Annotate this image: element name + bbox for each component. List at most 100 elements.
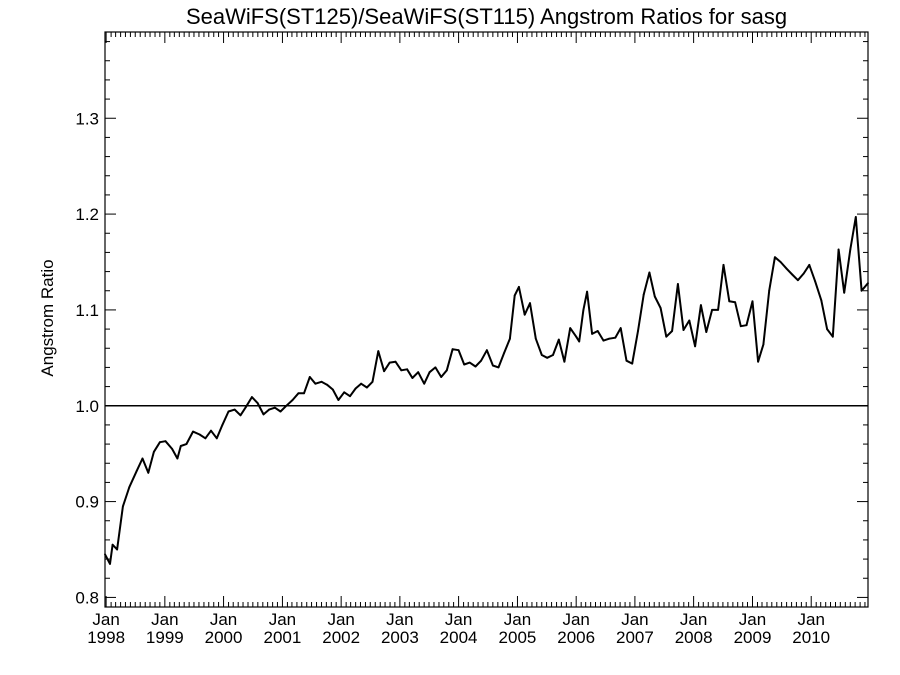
data-point [388,361,391,364]
data-point [440,376,443,378]
data-point [751,300,754,303]
data-point [694,345,696,348]
data-point [274,406,276,409]
x-tick-label-year: 2001 [264,628,302,647]
data-point [308,376,311,378]
data-point [705,331,708,333]
x-tick-label-month: Jan [151,610,178,629]
data-point [653,295,656,298]
data-point [406,368,408,371]
x-tick-label-month: Jan [621,610,648,629]
x-tick-label-year: 2000 [205,628,243,647]
data-point [677,283,679,285]
data-point [728,300,731,303]
data-point [774,256,776,259]
data-point [116,548,118,551]
data-point [176,457,179,460]
data-point [331,388,334,391]
data-point [179,445,182,447]
data-point [428,371,431,374]
x-tick-label-month: Jan [92,610,119,629]
data-point [837,248,840,251]
data-point [314,382,317,385]
data-point [513,294,516,297]
data-point [534,337,537,340]
data-point [411,377,414,379]
x-tick-label-month: Jan [269,610,296,629]
data-point [104,553,106,556]
data-point [366,386,368,389]
x-axis-ticks: Jan1998Jan1999Jan2000Jan2001Jan2002Jan20… [87,32,866,647]
data-point [849,248,852,251]
data-point [192,430,194,433]
data-point [575,335,578,338]
data-point [377,350,380,352]
data-point [688,319,691,322]
x-tick-label-year: 2004 [440,628,478,647]
data-point [171,448,174,450]
data-point [602,339,605,342]
data-point [497,366,500,369]
data-point [578,340,581,343]
data-point [303,392,305,395]
data-point [445,369,448,372]
x-tick-label-year: 2005 [499,628,537,647]
data-point [797,279,799,282]
data-point [354,387,357,390]
data-point [349,395,351,398]
data-point [268,408,270,411]
x-tick-label-month: Jan [739,610,766,629]
data-point [185,443,188,445]
data-point [625,359,628,362]
data-point [297,392,300,395]
data-point [860,289,863,292]
data-point [523,313,526,316]
data-point [245,405,248,408]
data-point [854,216,857,218]
x-tick-label-year: 2010 [792,628,830,647]
data-point [164,440,167,443]
data-point [586,290,588,293]
data-point [722,264,725,266]
data-point [552,354,554,356]
x-tick-label-month: Jan [798,610,825,629]
data-point [451,348,454,351]
y-tick-label: 1.3 [75,109,99,128]
x-tick-label-month: Jan [327,610,354,629]
chart-title: SeaWiFS(ST125)/SeaWiFS(ST115) Angstrom R… [185,4,788,29]
data-point [791,273,794,276]
data-point [463,363,466,366]
data-point [326,383,328,386]
data-point [745,324,748,327]
y-tick-label: 0.8 [75,588,99,607]
data-point [802,272,805,275]
x-tick-label-year: 2008 [675,628,713,647]
data-point [343,391,346,394]
data-point [808,264,811,266]
series-points [104,216,869,565]
data-point [239,414,242,417]
data-point [762,343,765,346]
data-point [682,329,685,331]
x-tick-label-year: 2002 [322,628,360,647]
data-point [569,327,572,329]
data-point [563,360,566,363]
data-point [417,371,420,374]
data-point [457,349,460,352]
data-point [596,330,599,332]
data-point [147,471,150,474]
y-tick-label: 1.0 [75,397,99,416]
data-point [779,261,782,263]
series-line [104,216,869,565]
data-point [141,457,144,460]
data-point [739,325,742,328]
data-point [135,470,138,472]
data-point [700,304,702,306]
x-tick-label-year: 2009 [734,628,772,647]
data-point [785,267,788,270]
data-point [591,333,593,335]
data-point [582,309,585,311]
data-point [468,361,471,364]
data-point [360,382,362,385]
